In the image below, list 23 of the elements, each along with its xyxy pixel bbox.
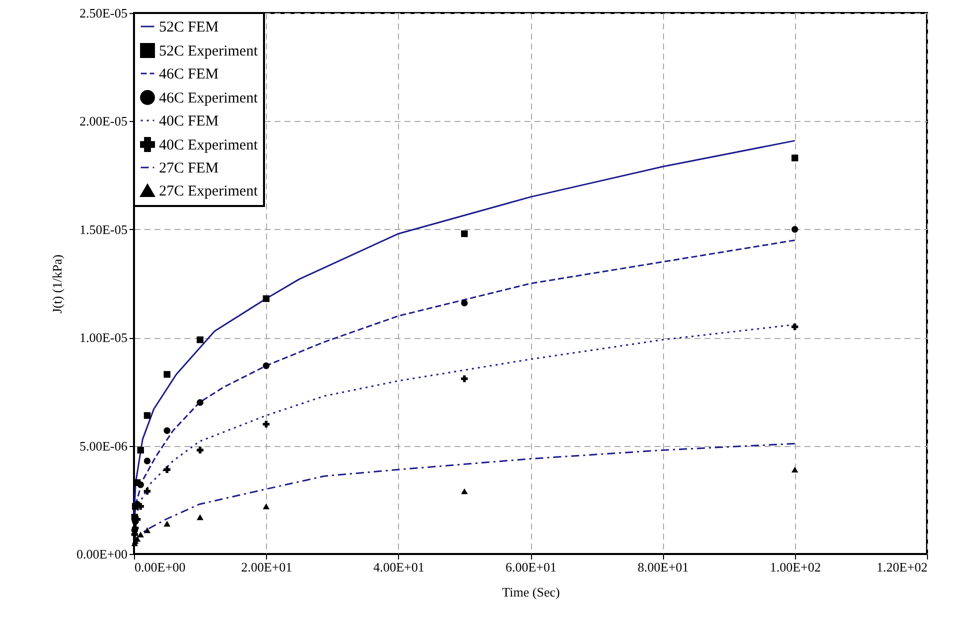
x-tick-label: 4.00E+01 xyxy=(373,560,424,574)
x-tick-label: 2.00E+01 xyxy=(241,560,292,574)
legend-label: 27C Experiment xyxy=(159,184,259,200)
x-tick-label: 6.00E+01 xyxy=(505,560,557,574)
y-tick-label: 1.50E-05 xyxy=(79,222,128,237)
legend-label: 46C Experiment xyxy=(159,90,259,106)
x-axis-title: Time (Sec) xyxy=(502,584,560,600)
y-tick-label: 0.00E+00 xyxy=(76,546,128,562)
legend-label: 52C Experiment xyxy=(159,44,259,60)
y-tick-label: 5.00E-06 xyxy=(79,438,128,454)
y-axis-title: J(t) (1/kPa) xyxy=(49,254,64,314)
legend-label: 52C FEM xyxy=(159,20,219,36)
legend-label: 40C FEM xyxy=(159,114,219,130)
x-tick-label: 1.00E+02 xyxy=(770,560,821,574)
x-tick-label: 8.00E+01 xyxy=(638,560,689,574)
y-tick-label: 1.00E-05 xyxy=(79,330,128,346)
y-tick-label: 2.00E-05 xyxy=(79,114,128,129)
x-tick-label: 1.20E+02 xyxy=(876,560,928,574)
x-tick-label: 0.00E+00 xyxy=(134,560,186,574)
legend-label: 40C Experiment xyxy=(159,138,259,154)
y-tick-label: 2.50E-05 xyxy=(79,6,128,20)
legend-label: 46C FEM xyxy=(159,66,219,82)
legend-label: 27C FEM xyxy=(159,160,219,176)
